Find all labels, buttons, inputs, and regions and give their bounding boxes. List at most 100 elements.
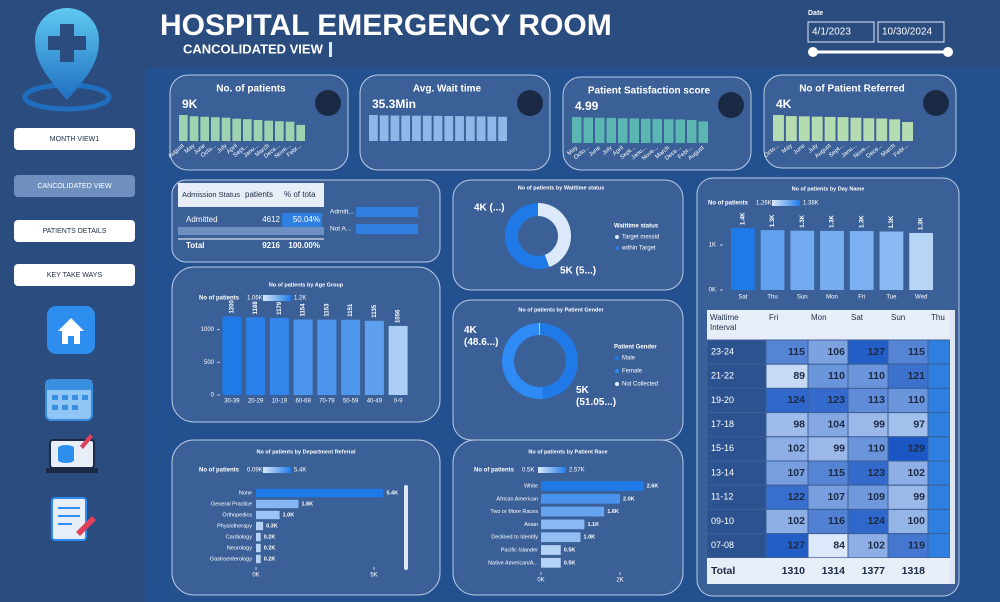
value-label: 1.3K xyxy=(859,215,865,228)
date-to-box[interactable] xyxy=(877,21,945,43)
donut-label: 5K (5...) xyxy=(560,266,596,277)
nav-button[interactable] xyxy=(14,220,135,242)
bar xyxy=(256,543,261,553)
donut-segment xyxy=(538,203,572,268)
heatmap-value: 124 xyxy=(867,515,885,527)
table-header: % of tota xyxy=(284,190,316,199)
donut-label: 4K (...) xyxy=(474,203,505,214)
value-label: 1.3K xyxy=(770,214,776,227)
bar xyxy=(222,316,242,395)
bar xyxy=(541,545,561,555)
table-header-bg xyxy=(178,183,324,207)
calendar-icon[interactable] xyxy=(45,379,93,421)
x-tick-label: 50-59 xyxy=(343,399,359,405)
heatmap-cell xyxy=(887,533,929,559)
heatmap-value: 104 xyxy=(827,418,845,430)
heatmap-cell-partial xyxy=(927,339,951,365)
heatmap-total-bg xyxy=(707,558,950,584)
value-label: 1.0K xyxy=(283,512,295,518)
y-category: Cardiology xyxy=(226,534,253,540)
kpi-bar xyxy=(773,115,784,141)
kpi-bar xyxy=(652,118,662,143)
heatmap-value: 129 xyxy=(907,443,925,455)
donut-segment xyxy=(505,203,550,269)
date-label: Date xyxy=(808,10,823,17)
x-tick-label: Sun xyxy=(797,295,808,301)
home-icon[interactable] xyxy=(47,306,95,354)
legend-gradient xyxy=(263,295,291,301)
donut-label: 4K (48.6...) xyxy=(464,325,498,348)
bar xyxy=(256,532,261,542)
nav-button[interactable] xyxy=(14,128,135,150)
heatmap-value: 113 xyxy=(868,394,885,406)
x-tick-label: Mon xyxy=(826,295,838,301)
legend-max: 1.38K xyxy=(803,201,819,207)
bar xyxy=(820,230,844,290)
slider-handle[interactable] xyxy=(808,47,818,57)
bar xyxy=(256,521,264,531)
x-tick-label: 0K xyxy=(252,573,259,579)
y-category: Pacific Islander xyxy=(501,547,538,553)
heatmap-value: 98 xyxy=(793,418,805,430)
heatmap-cell xyxy=(847,484,889,510)
heatmap-interval: 21-22 xyxy=(711,371,734,381)
document-icon[interactable] xyxy=(51,497,96,541)
value-label: 0.2K xyxy=(264,534,276,540)
heatmap-value: 102 xyxy=(787,443,805,455)
heatmap-header: Sun xyxy=(891,313,905,322)
title: HOSPITAL EMERGENCY ROOM xyxy=(160,9,612,42)
table-total: Total xyxy=(186,241,205,250)
bar xyxy=(760,230,785,290)
heatmap-interval-bg xyxy=(706,412,767,438)
value-label: 1154 xyxy=(301,303,307,317)
kpi-title: Avg. Wait time xyxy=(413,84,482,95)
nav-button[interactable] xyxy=(14,175,135,197)
y-tick-label: 0K xyxy=(709,288,716,294)
donut-segment xyxy=(501,323,544,400)
kpi-bar xyxy=(455,116,464,141)
bar xyxy=(364,320,384,395)
nav-button[interactable] xyxy=(14,264,135,286)
heatmap-value: 116 xyxy=(828,515,845,527)
heatmap-value: 122 xyxy=(787,491,805,503)
heatmap-interval: 09-10 xyxy=(711,516,734,526)
value-label: 0.3K xyxy=(266,523,278,529)
bar xyxy=(256,488,384,498)
kpi-title: Patient Satisfaction score xyxy=(588,86,711,97)
date-from-box[interactable] xyxy=(807,21,875,43)
heatmap-value: 110 xyxy=(828,370,845,382)
heatmap-cell xyxy=(807,412,849,438)
heatmap-interval: 11-12 xyxy=(711,492,733,502)
kpi-bar xyxy=(889,119,901,141)
legend-title: Patient Gender xyxy=(614,345,657,351)
kpi-bar xyxy=(583,117,593,143)
heatmap-cell-partial xyxy=(927,508,951,535)
y-category: Asian xyxy=(524,522,538,528)
slider-handle[interactable] xyxy=(943,47,953,57)
database-icon[interactable] xyxy=(46,434,98,473)
legend-swatch xyxy=(615,356,619,360)
bar xyxy=(879,231,904,290)
kpi-bar xyxy=(232,118,241,141)
heatmap-cell xyxy=(887,484,929,510)
y-category: Orthopedics xyxy=(222,512,252,518)
kpi-bar xyxy=(785,116,797,141)
bar xyxy=(317,319,337,395)
bar xyxy=(356,224,418,234)
kpi-icon xyxy=(315,90,341,116)
y-category: Physiotherapy xyxy=(217,523,252,529)
x-tick-label: 0-9 xyxy=(394,399,403,405)
kpi-title: No. of patients xyxy=(216,84,286,95)
legend-title: No of patients xyxy=(474,468,515,474)
kpi-bar xyxy=(369,115,378,141)
kpi-bar xyxy=(687,119,697,143)
heatmap-value: 110 xyxy=(868,443,885,455)
y-category: Native American/A... xyxy=(488,560,538,566)
chart-title: No of patients by Department Referral xyxy=(256,449,355,455)
heatmap-header: Sat xyxy=(851,313,864,322)
date-from: 4/1/2023 xyxy=(812,27,851,38)
heatmap-cell xyxy=(765,436,809,462)
heatmap-interval-bg xyxy=(706,436,767,462)
